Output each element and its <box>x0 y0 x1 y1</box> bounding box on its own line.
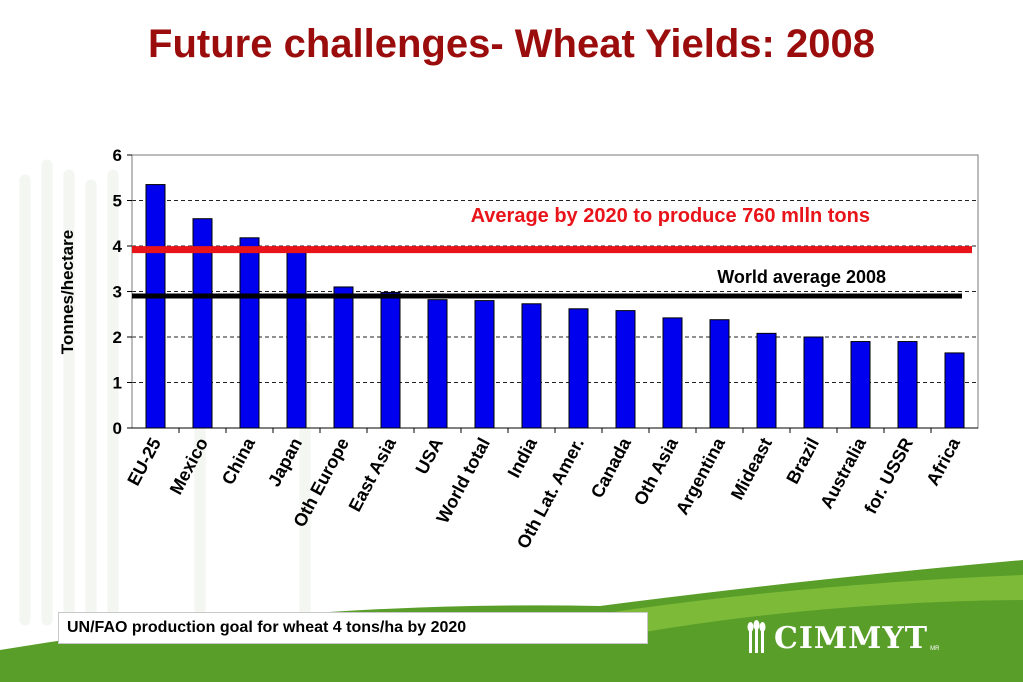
bar-mideast <box>757 333 776 428</box>
x-tick-label: Brazil <box>782 434 823 487</box>
y-tick-label: 3 <box>113 283 122 302</box>
bar-usa <box>428 300 447 428</box>
x-tick-label: East Asia <box>345 434 401 515</box>
bar-chart: 0 1 2 3 4 5 6 EU-25 Mexico China JapanOth EuropeE… <box>0 0 1023 682</box>
y-tick-label: 2 <box>113 328 122 347</box>
bar-africa <box>945 353 964 428</box>
y-tick-label: 0 <box>113 419 122 438</box>
bar-india <box>522 304 541 428</box>
bar-oth-asia <box>663 318 682 428</box>
cimmyt-logo: CIMMYT MR <box>744 618 939 658</box>
bar-oth-europe <box>334 287 353 428</box>
bar-oth-lat-amer- <box>569 309 588 428</box>
footer-note: UN/FAO production goal for wheat 4 tons/… <box>58 612 648 644</box>
x-tick-label: Africa <box>922 434 964 489</box>
x-tick-label: Mexico <box>166 434 212 497</box>
bar-japan <box>287 248 306 428</box>
x-tick-label: Australia <box>816 434 870 512</box>
y-tick-label: 5 <box>113 192 122 211</box>
x-tick-label: for. USSR <box>860 434 917 517</box>
bar-brazil <box>804 337 823 428</box>
x-tick-label: EU-25 <box>123 434 165 488</box>
target-line-label: Average by 2020 to produce 760 mlln tons <box>471 205 870 227</box>
x-tick-label: Mideast <box>727 434 776 503</box>
bar-eu-25 <box>146 185 165 428</box>
bar-china <box>240 238 259 428</box>
x-tick-label: China <box>218 434 260 488</box>
bar-canada <box>616 311 635 428</box>
bar-world-total <box>475 301 494 428</box>
bar-east-asia <box>381 292 400 428</box>
world-average-label: World average 2008 <box>717 267 886 287</box>
y-tick-label: 6 <box>113 146 122 165</box>
y-tick-label: 1 <box>113 374 122 393</box>
bar-for-ussr <box>898 342 917 428</box>
logo-registered-mark: MR <box>930 646 939 652</box>
x-tick-label: Oth Asia <box>630 434 683 509</box>
x-tick-label: Japan <box>264 434 306 489</box>
bar-australia <box>851 342 870 428</box>
y-tick-label: 4 <box>113 237 123 256</box>
bar-argentina <box>710 320 729 428</box>
logo-wordmark: CIMMYT <box>774 621 928 656</box>
y-axis: 0 1 2 3 4 5 6 <box>113 146 132 438</box>
x-tick-label: USA <box>412 434 448 477</box>
x-tick-label: Canada <box>587 434 636 502</box>
x-tick-label: India <box>504 434 542 481</box>
y-axis-label: Tonnes/hectare <box>58 230 77 354</box>
wheat-logo-icon <box>744 620 770 656</box>
